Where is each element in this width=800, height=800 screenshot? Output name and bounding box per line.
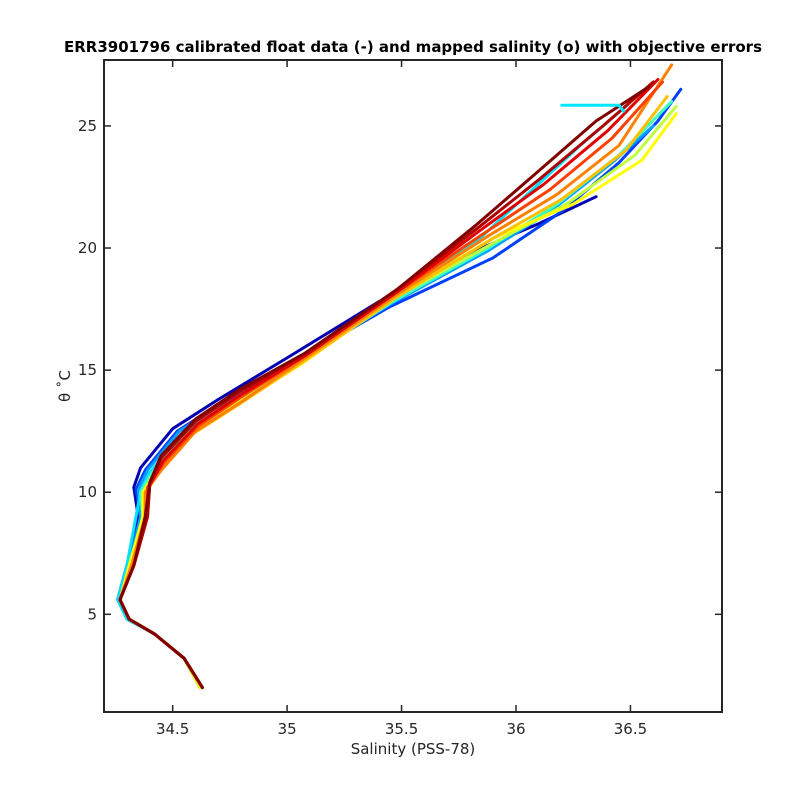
x-axis-label: Salinity (PSS-78)	[351, 740, 476, 758]
profile-line-1	[116, 195, 598, 690]
profile-lines	[116, 63, 683, 690]
profile-line-6	[118, 104, 678, 690]
x-tick-label: 35	[278, 720, 297, 738]
profile-line-3	[118, 124, 655, 690]
profile-line-12	[118, 80, 655, 690]
x-tick-label: 36.5	[614, 720, 647, 738]
x-tick-label: 36	[506, 720, 525, 738]
profile-line-2	[116, 87, 683, 690]
y-tick-label: 10	[78, 483, 97, 501]
y-tick-label: 20	[78, 239, 97, 257]
x-tick-label: 35.5	[385, 720, 418, 738]
y-tick-label: 15	[78, 361, 97, 379]
profile-line-13	[118, 85, 651, 690]
profile-line-10	[118, 80, 664, 690]
y-tick-label: 5	[87, 605, 97, 623]
y-axis-label: θ ˚C	[56, 370, 74, 402]
chart-title: ERR3901796 calibrated float data (-) and…	[64, 38, 762, 56]
y-tick-label: 25	[78, 117, 97, 135]
x-tick-label: 34.5	[156, 720, 189, 738]
profile-line-14	[560, 103, 626, 113]
x-axis-ticks: 34.5 35 35.5 36 36.5	[156, 60, 647, 738]
plot-frame	[103, 59, 723, 713]
y-axis-ticks: 5 10 15 20 25	[78, 117, 722, 623]
profile-line-11	[118, 78, 660, 690]
profile-line-4	[116, 104, 628, 690]
